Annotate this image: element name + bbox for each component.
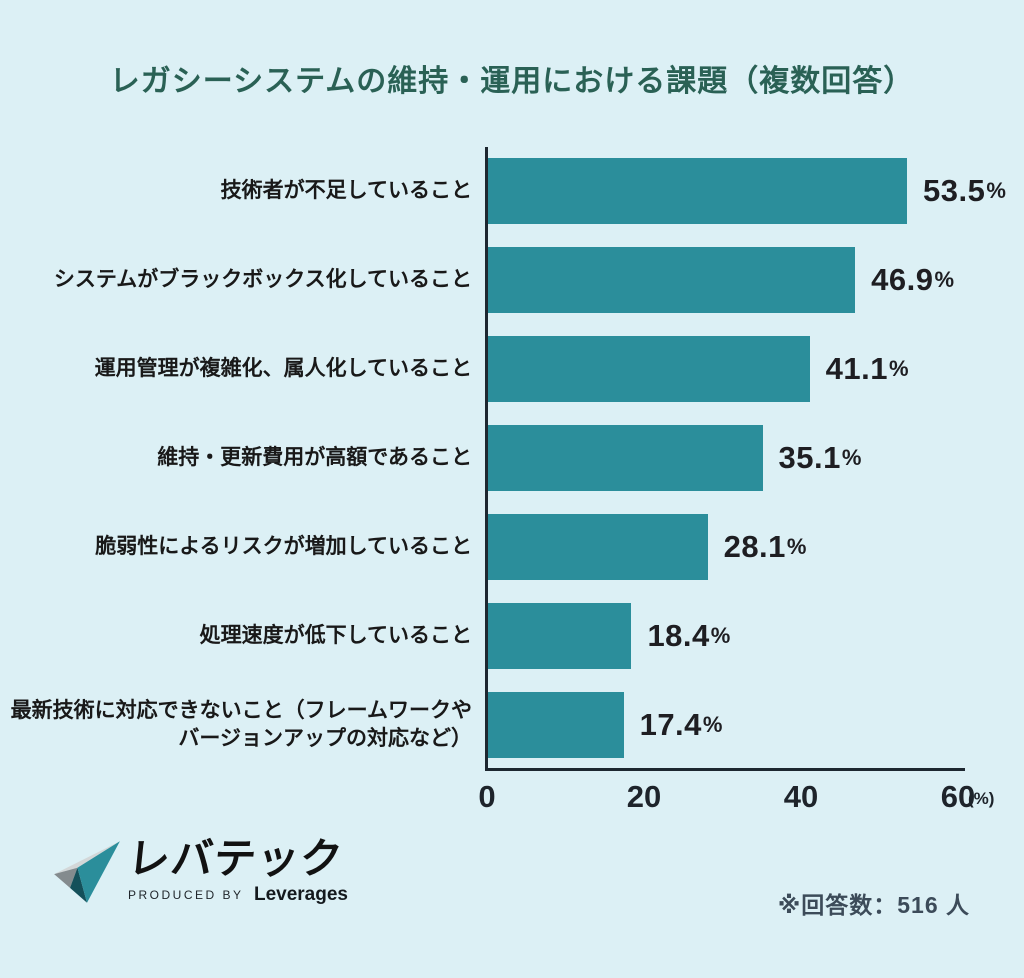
respondents-note: ※回答数：516 人	[777, 892, 970, 918]
category-label: 運用管理が複雑化、属人化していること	[94, 356, 472, 380]
bar-row: 処理速度が低下していること 18.4%	[0, 603, 1024, 669]
value-label: 17.4%	[639, 707, 723, 742]
value-label: 53.5%	[922, 173, 1006, 208]
bar	[487, 514, 708, 580]
y-axis-line	[485, 147, 488, 771]
category-label: 脆弱性によるリスクが増加していること	[95, 534, 472, 558]
bar	[487, 603, 632, 669]
bar-row: 維持・更新費用が高額であること 35.1%	[0, 425, 1024, 491]
bar	[487, 247, 856, 313]
bar	[487, 336, 810, 402]
x-axis-line	[485, 768, 965, 771]
category-label: 技術者が不足していること	[220, 178, 472, 202]
bar-row: 運用管理が複雑化、属人化していること 41.1%	[0, 336, 1024, 402]
x-axis-tick: 60	[940, 779, 976, 814]
value-label: 46.9%	[871, 262, 955, 297]
logo-produced-by: PRODUCED BY Leverages	[128, 884, 348, 906]
x-axis-unit-label: (%)	[968, 789, 995, 808]
bar	[487, 425, 763, 491]
category-label: 処理速度が低下していること	[199, 623, 472, 647]
category-label: システムがブラックボックス化していること	[53, 267, 472, 291]
bar	[487, 692, 624, 758]
produced-by-label: PRODUCED BY	[128, 888, 244, 903]
value-label: 28.1%	[723, 529, 807, 564]
value-label: 18.4%	[647, 618, 731, 653]
levtech-logo-icon	[54, 841, 120, 903]
x-axis-tick: 20	[626, 779, 662, 814]
bar-row: 最新技術に対応できないこと（フレームワークや バージョンアップの対応など） 17.…	[0, 692, 1024, 758]
bar-row: 技術者が不足していること 53.5%	[0, 158, 1024, 224]
category-label: 維持・更新費用が高額であること	[157, 445, 472, 469]
x-axis-tick: 40	[783, 779, 819, 814]
levtech-logo-textblock: レバテック PRODUCED BY Leverages	[125, 835, 348, 906]
bar-row: システムがブラックボックス化していること 46.9%	[0, 247, 1024, 313]
levtech-logo-text: レバテック	[125, 835, 346, 882]
chart-title: レガシーシステムの維持・運用における課題（複数回答）	[109, 65, 915, 98]
bar-row: 脆弱性によるリスクが増加していること 28.1%	[0, 514, 1024, 580]
bar	[487, 158, 907, 224]
levtech-logo: レバテック PRODUCED BY Leverages	[52, 835, 348, 906]
x-axis-tick: 0	[478, 779, 496, 814]
value-label: 41.1%	[825, 351, 909, 386]
category-label: 最新技術に対応できないこと（フレームワークや バージョンアップの対応など）	[10, 698, 472, 750]
value-label: 35.1%	[778, 440, 862, 475]
leverages-brand-label: Leverages	[253, 884, 348, 906]
